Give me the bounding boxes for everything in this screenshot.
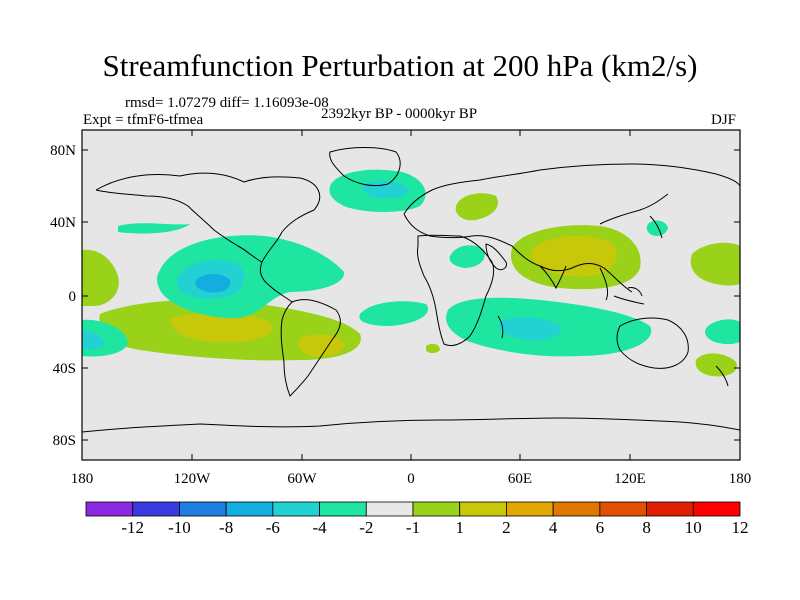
y-tick-label: 80N — [50, 143, 76, 159]
period-label: 2392kyr BP - 0000kyr BP — [321, 106, 478, 122]
negative-region-north-pacific — [118, 223, 190, 234]
colorbar-swatch — [552, 501, 601, 517]
colorbar-label: -4 — [312, 518, 327, 537]
colorbar-label: 6 — [596, 518, 605, 537]
colorbar-label: 10 — [685, 518, 702, 537]
colorbar — [85, 501, 741, 517]
negative-region-south-africa — [426, 343, 440, 353]
negative-region-japan — [646, 220, 668, 236]
axis-ticks — [81, 130, 741, 460]
strong-negative-region-indian-ocean — [499, 317, 562, 341]
experiment-label: Expt = tfmF6-tfmea — [83, 112, 204, 128]
coastline-greenland — [329, 147, 401, 187]
colorbar-swatch — [506, 501, 554, 517]
negative-region-africa — [449, 245, 485, 268]
coastline-antarctica — [82, 417, 740, 433]
colorbar-label: -1 — [406, 518, 420, 537]
positive-region-east-pacific — [82, 249, 119, 306]
strong-negative-region-south-east-pacific — [82, 330, 105, 350]
coastline-southeast-asia — [599, 267, 645, 305]
x-tick-label: 120E — [614, 471, 646, 487]
colorbar-label: 2 — [502, 518, 511, 537]
core-negative-region-caribbean — [195, 274, 231, 293]
strong-positive-region-chile — [298, 334, 345, 357]
colorbar-label: -8 — [219, 518, 233, 537]
coastline-india — [539, 265, 567, 290]
colorbar-label: 4 — [549, 518, 558, 537]
y-tick-label: 0 — [69, 289, 77, 305]
colorbar-swatch — [646, 501, 694, 517]
x-axis-labels: 180 120W 60W 0 60E 120E 180 — [71, 471, 752, 487]
colorbar-swatch — [85, 501, 134, 517]
x-tick-label: 60E — [508, 471, 532, 487]
colorbar-swatch — [365, 501, 414, 517]
colorbar-swatch — [692, 501, 741, 517]
colorbar-swatch — [179, 501, 227, 517]
colorbar-swatch — [459, 501, 507, 517]
y-axis-labels: 80N 40N 0 40S 80S — [50, 143, 76, 449]
x-tick-label: 180 — [71, 471, 94, 487]
coastline-eurasia — [403, 163, 740, 293]
coastline-japan — [649, 215, 663, 239]
strong-positive-region-south-pacific — [170, 313, 273, 343]
y-tick-label: 40N — [50, 215, 76, 231]
colorbar-label: -6 — [266, 518, 280, 537]
x-tick-label: 120W — [174, 471, 212, 487]
coastline-north-america — [95, 172, 321, 303]
season-label: DJF — [711, 112, 737, 128]
y-tick-label: 40S — [53, 361, 76, 377]
colorbar-swatch — [319, 501, 367, 517]
negative-region-tasman — [705, 319, 740, 345]
colorbar-swatch — [272, 501, 320, 517]
contour-fields — [82, 169, 740, 377]
x-tick-label: 180 — [729, 471, 752, 487]
positive-region-south-west-pacific — [695, 353, 737, 377]
colorbar-label: -2 — [359, 518, 373, 537]
positive-region-west-pacific — [690, 242, 740, 286]
colorbar-label: 1 — [455, 518, 464, 537]
coastline-australia — [616, 317, 689, 369]
map-title: Streamfunction Perturbation at 200 hPa (… — [102, 48, 698, 83]
coastline-south-america — [280, 299, 341, 397]
colorbar-label: 12 — [732, 518, 749, 537]
colorbar-swatch — [599, 501, 647, 517]
colorbar-swatch — [412, 501, 461, 517]
colorbar-swatch — [132, 501, 180, 517]
coastline-africa — [417, 234, 495, 347]
colorbar-label: 8 — [642, 518, 651, 537]
positive-region-europe — [455, 193, 498, 221]
colorbar-labels: -12 -10 -8 -6 -4 -2 -1 1 2 4 6 8 10 12 — [121, 518, 748, 537]
stats-label: rmsd= 1.07279 diff= 1.16093e-08 — [125, 95, 329, 111]
coastline-new-zealand — [715, 365, 729, 387]
colorbar-label: -12 — [121, 518, 144, 537]
strong-negative-region-north-atlantic — [362, 180, 409, 199]
negative-region-south-atlantic — [359, 301, 429, 326]
strong-positive-region-asia — [531, 235, 617, 277]
coastline-madagascar — [497, 315, 504, 339]
x-tick-label: 0 — [407, 471, 415, 487]
coastline-arabia — [485, 243, 507, 271]
x-tick-label: 60W — [287, 471, 317, 487]
colorbar-label: -10 — [168, 518, 191, 537]
colorbar-swatch — [225, 501, 274, 517]
coastlines — [82, 147, 740, 433]
y-tick-label: 80S — [53, 433, 76, 449]
